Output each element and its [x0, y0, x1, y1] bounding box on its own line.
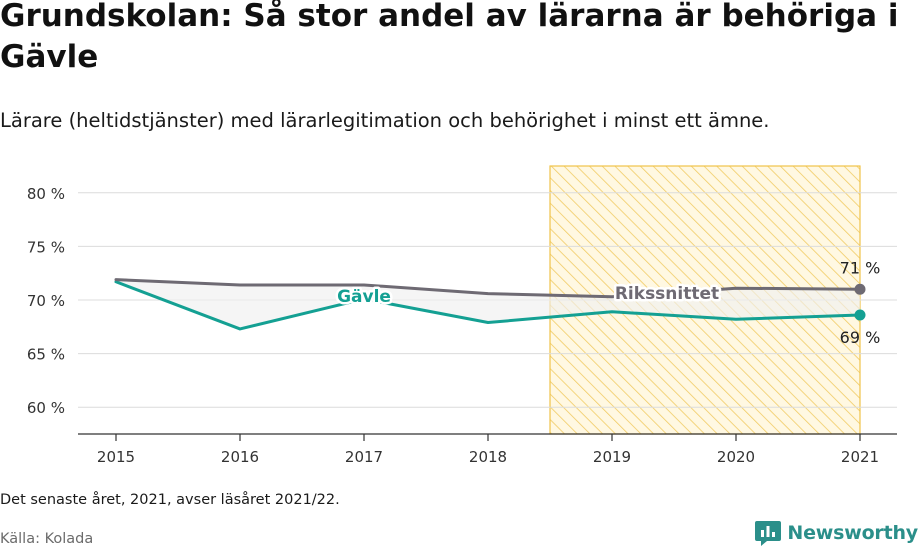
newsworthy-logo[interactable]: Newsworthy [755, 519, 918, 547]
x-tick-label: 2019 [593, 448, 631, 466]
x-tick-label: 2021 [841, 448, 879, 466]
brand-name: Newsworthy [787, 522, 918, 544]
source-text: Källa: Kolada [0, 531, 94, 547]
chart-subtitle: Lärare (heltidstjänster) med lärarlegiti… [0, 109, 770, 132]
end-label-gavle: 69 % [840, 328, 881, 347]
y-tick-label: 65 % [27, 346, 65, 364]
footnote: Det senaste året, 2021, avser läsåret 20… [0, 492, 340, 508]
x-tick-label: 2020 [717, 448, 755, 466]
y-tick-label: 70 % [27, 292, 65, 310]
line-chart: 60 % 65 % 70 % 75 % 80 % 2015 2016 2017 2018 201… [27, 165, 897, 466]
y-tick-label: 75 % [27, 238, 65, 256]
end-point-riks [854, 283, 866, 295]
x-tick-label: 2018 [469, 448, 507, 466]
difference-area [116, 279, 860, 329]
x-tick-label: 2015 [97, 448, 135, 466]
x-tick-label: 2017 [345, 448, 383, 466]
end-point-gavle [854, 309, 866, 321]
series-line-riks [114, 278, 862, 299]
end-label-riks: 71 % [840, 258, 881, 277]
series-line-gavle [114, 280, 862, 331]
x-tick-label: 2016 [221, 448, 259, 466]
series-label-gavle: Gävle [337, 287, 391, 307]
chart-title: Grundskolan: Så stor andel av lärarna är… [0, 0, 899, 75]
y-tick-label: 60 % [27, 399, 65, 417]
bar-chart-logo-icon [755, 521, 782, 546]
y-tick-label: 80 % [27, 185, 65, 203]
series-label-riks: Rikssnittet [615, 284, 719, 304]
